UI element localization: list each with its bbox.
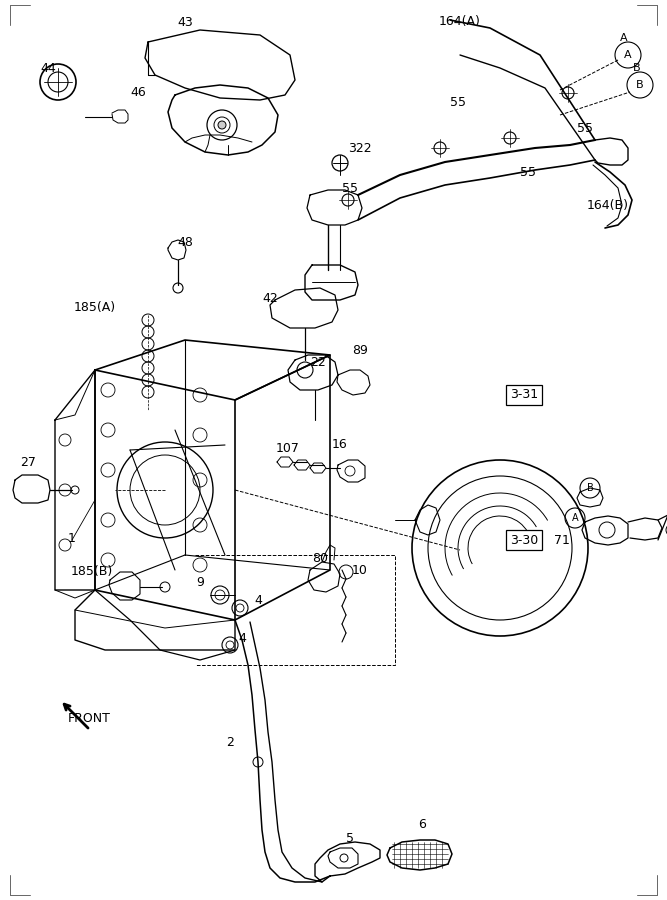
Text: 4: 4 [238, 632, 246, 644]
Text: FRONT: FRONT [68, 712, 111, 724]
Text: 48: 48 [177, 236, 193, 248]
Text: 55: 55 [577, 122, 593, 134]
Text: B: B [586, 483, 594, 493]
Text: 1: 1 [68, 532, 76, 544]
Text: 322: 322 [348, 141, 372, 155]
Text: 107: 107 [276, 442, 300, 454]
Text: 71: 71 [554, 534, 570, 546]
Text: A: A [624, 50, 632, 60]
Text: A: A [572, 513, 578, 523]
Text: 3-31: 3-31 [510, 389, 538, 401]
Text: 9: 9 [196, 575, 204, 589]
Circle shape [218, 121, 226, 129]
Text: B: B [633, 63, 641, 73]
Text: 55: 55 [520, 166, 536, 178]
Text: 55: 55 [342, 182, 358, 194]
Text: 46: 46 [130, 86, 146, 98]
Text: 164(A): 164(A) [439, 15, 481, 29]
Text: 16: 16 [332, 438, 348, 452]
Text: 185(B): 185(B) [71, 565, 113, 579]
Text: 55: 55 [450, 95, 466, 109]
Text: A: A [620, 33, 628, 43]
Text: 22: 22 [310, 356, 326, 368]
Text: 44: 44 [40, 61, 56, 75]
Text: 42: 42 [262, 292, 278, 304]
Text: 80: 80 [312, 552, 328, 564]
Text: 2: 2 [226, 735, 234, 749]
Text: 185(A): 185(A) [74, 302, 116, 314]
Text: 10: 10 [352, 563, 368, 577]
Text: 6: 6 [418, 818, 426, 832]
Text: 3-30: 3-30 [510, 534, 538, 546]
Text: 89: 89 [352, 344, 368, 356]
Text: 4: 4 [254, 593, 262, 607]
Text: 164(B): 164(B) [587, 199, 629, 212]
Text: 5: 5 [346, 832, 354, 844]
Text: 43: 43 [177, 15, 193, 29]
Text: 27: 27 [20, 455, 36, 469]
Text: B: B [636, 80, 644, 90]
